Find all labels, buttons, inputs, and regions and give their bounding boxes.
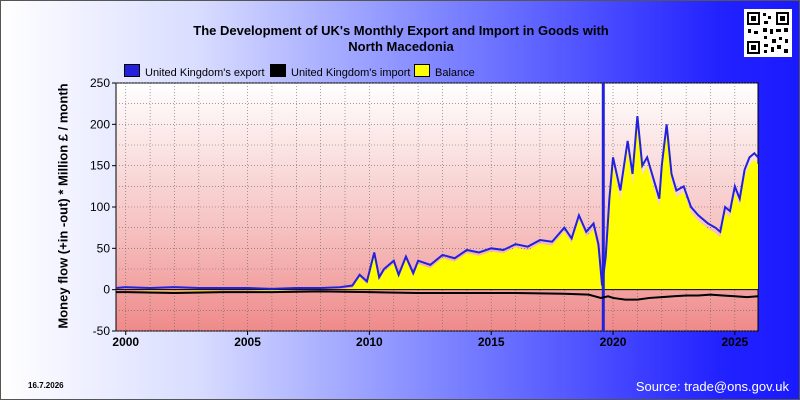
chart-title: The Development of UK's Monthly Export a…: [101, 23, 701, 55]
source-link[interactable]: Source: trade@ons.gov.uk: [635, 379, 789, 394]
chart-title-line-2: North Macedonia: [348, 39, 454, 54]
y-tick-label: 250: [90, 76, 110, 90]
generated-date: 16.7.2026: [28, 381, 64, 390]
x-tick-label: 2025: [722, 335, 749, 349]
chart-title-line-1: The Development of UK's Monthly Export a…: [193, 23, 609, 38]
balance-area: [116, 125, 758, 294]
qr-code-icon[interactable]: [744, 9, 792, 57]
legend-import-label: United Kingdom's import: [291, 67, 411, 79]
x-tick-label: 2020: [600, 335, 627, 349]
x-tick-label: 2000: [112, 335, 139, 349]
x-tick-label: 2015: [478, 335, 505, 349]
grid-lines: [116, 82, 758, 332]
export-line: [115, 115, 759, 290]
x-axis-ticks: 2000 2005 2010 2015 2020 2025: [112, 331, 749, 349]
legend-balance-label: Balance: [435, 67, 475, 79]
y-tick-label: 0: [103, 283, 110, 297]
y-axis-title: Money flow (+in -out) * Million £ / mont…: [55, 83, 71, 329]
x-tick-label: 2010: [356, 335, 383, 349]
plot-area: [115, 82, 759, 332]
y-tick-label: -50: [93, 324, 111, 338]
legend-export-swatch: [124, 64, 140, 77]
legend-export-label: United Kingdom's export: [145, 67, 265, 79]
y-axis-ticks: -50 0 50 100 150 200 250: [90, 76, 116, 338]
y-tick-label: 150: [90, 159, 110, 173]
legend-import-swatch: [270, 64, 286, 77]
import-line: [116, 290, 759, 301]
y-tick-label: 100: [90, 200, 110, 214]
y-tick-label: 50: [97, 241, 111, 255]
data-marks: [115, 83, 759, 331]
x-tick-label: 2005: [234, 335, 261, 349]
y-tick-label: 200: [90, 117, 110, 131]
legend-balance-swatch: [414, 64, 430, 77]
